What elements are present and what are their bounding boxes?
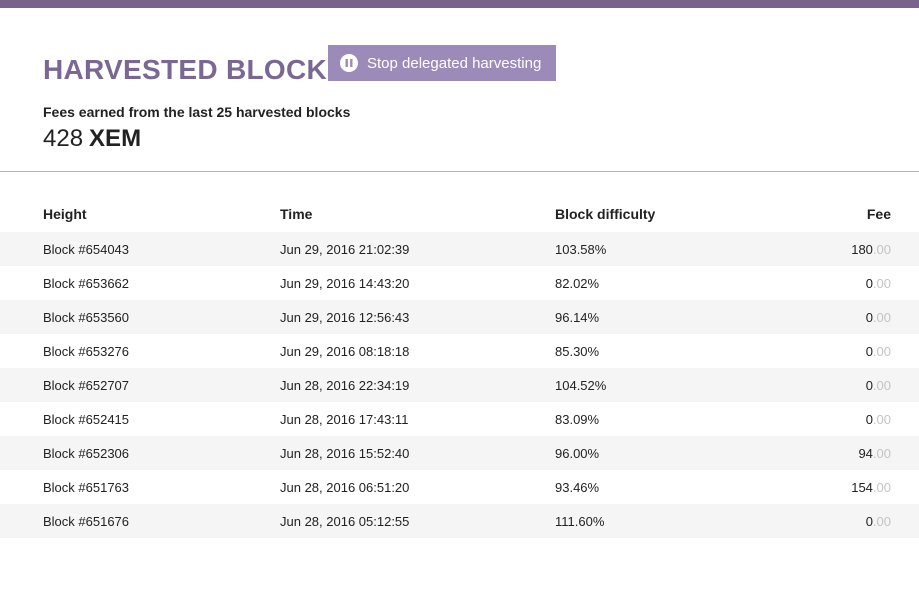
top-accent-bar (0, 0, 919, 8)
cell-time: Jun 28, 2016 15:52:40 (280, 445, 410, 461)
fee-integer: 0 (865, 377, 873, 393)
cell-fee: 180.00 (851, 242, 891, 257)
harvest-header: HARVESTED BLOCKS Stop delegated harvesti… (0, 8, 919, 172)
fee-decimal: .00 (872, 479, 891, 495)
cell-fee: 0.00 (866, 310, 891, 325)
stop-button-label: Stop delegated harvesting (367, 54, 542, 72)
column-header-time: Time (280, 206, 313, 222)
table-row[interactable]: Block #651676 Jun 28, 2016 05:12:55 111.60… (0, 504, 919, 538)
fees-amount-unit: XEM (89, 125, 142, 152)
cell-difficulty: 96.14% (555, 309, 600, 325)
fee-decimal: .00 (872, 513, 891, 529)
cell-time: Jun 29, 2016 12:56:43 (280, 309, 410, 325)
table-row[interactable]: Block #651763 Jun 28, 2016 06:51:20 93.46%… (0, 470, 919, 504)
cell-difficulty: 111.60% (555, 513, 605, 529)
fee-integer: 180 (851, 241, 873, 257)
cell-fee: 94.00 (858, 446, 891, 461)
cell-time: Jun 28, 2016 06:51:20 (280, 479, 410, 495)
cell-height: Block #652415 (43, 411, 130, 427)
cell-difficulty: 85.30% (555, 343, 600, 359)
fee-integer: 94 (858, 445, 873, 461)
cell-height: Block #651763 (43, 479, 130, 495)
cell-difficulty: 83.09% (555, 411, 600, 427)
cell-fee: 0.00 (866, 378, 891, 393)
table-row[interactable]: Block #654043 Jun 29, 2016 21:02:39 103.58… (0, 232, 919, 266)
cell-time: Jun 29, 2016 08:18:18 (280, 343, 410, 359)
table-row[interactable]: Block #653276 Jun 29, 2016 08:18:18 85.30%… (0, 334, 919, 368)
harvested-blocks-table: Height Time Block difficulty Fee Block #… (0, 196, 919, 538)
fee-decimal: .00 (872, 343, 891, 359)
stop-delegated-harvesting-button[interactable]: Stop delegated harvesting (328, 45, 556, 81)
cell-fee: 0.00 (866, 344, 891, 359)
cell-difficulty: 93.46% (555, 479, 600, 495)
cell-height: Block #652306 (43, 445, 130, 461)
pause-icon (340, 54, 358, 72)
fee-integer: 0 (865, 411, 873, 427)
fees-amount-value: 428 (43, 125, 84, 152)
cell-fee: 0.00 (866, 276, 891, 291)
table-body: Block #654043 Jun 29, 2016 21:02:39 103.58… (0, 232, 919, 538)
cell-difficulty: 104.52% (555, 377, 607, 393)
table-header: Height Time Block difficulty Fee (0, 196, 919, 232)
fee-decimal: .00 (872, 309, 891, 325)
table-row[interactable]: Block #652707 Jun 28, 2016 22:34:19 104.52… (0, 368, 919, 402)
cell-time: Jun 29, 2016 21:02:39 (280, 241, 410, 257)
column-header-fee: Fee (866, 206, 891, 222)
cell-time: Jun 29, 2016 14:43:20 (280, 275, 410, 291)
cell-height: Block #653276 (43, 343, 130, 359)
table-row[interactable]: Block #652306 Jun 28, 2016 15:52:40 96.00%… (0, 436, 919, 470)
cell-height: Block #654043 (43, 241, 130, 257)
cell-height: Block #652707 (43, 377, 130, 393)
cell-fee: 0.00 (866, 514, 891, 529)
fee-integer: 0 (865, 309, 873, 325)
fee-integer: 154 (851, 479, 873, 495)
cell-difficulty: 96.00% (555, 445, 600, 461)
fee-integer: 0 (865, 275, 873, 291)
table-row[interactable]: Block #653560 Jun 29, 2016 12:56:43 96.14%… (0, 300, 919, 334)
cell-fee: 0.00 (866, 412, 891, 427)
fee-decimal: .00 (872, 411, 891, 427)
table-row[interactable]: Block #652415 Jun 28, 2016 17:43:11 83.09%… (0, 402, 919, 436)
fee-integer: 0 (865, 343, 873, 359)
cell-time: Jun 28, 2016 17:43:11 (280, 411, 409, 427)
cell-height: Block #651676 (43, 513, 130, 529)
fees-amount: 428 XEM (43, 125, 141, 153)
cell-fee: 154.00 (851, 480, 891, 495)
cell-height: Block #653560 (43, 309, 130, 325)
fees-label: Fees earned from the last 25 harvested b… (43, 104, 351, 120)
cell-time: Jun 28, 2016 05:12:55 (280, 513, 410, 529)
fee-integer: 0 (865, 513, 873, 529)
cell-time: Jun 28, 2016 22:34:19 (280, 377, 410, 393)
table-row[interactable]: Block #653662 Jun 29, 2016 14:43:20 82.02%… (0, 266, 919, 300)
page-title: HARVESTED BLOCKS (43, 54, 346, 85)
column-header-height: Height (43, 206, 87, 222)
cell-difficulty: 103.58% (555, 241, 607, 257)
fee-decimal: .00 (872, 445, 891, 461)
cell-difficulty: 82.02% (555, 275, 600, 291)
fee-decimal: .00 (872, 377, 891, 393)
fee-decimal: .00 (872, 275, 891, 291)
fee-decimal: .00 (872, 241, 891, 257)
cell-height: Block #653662 (43, 275, 130, 291)
column-header-difficulty: Block difficulty (555, 206, 656, 222)
